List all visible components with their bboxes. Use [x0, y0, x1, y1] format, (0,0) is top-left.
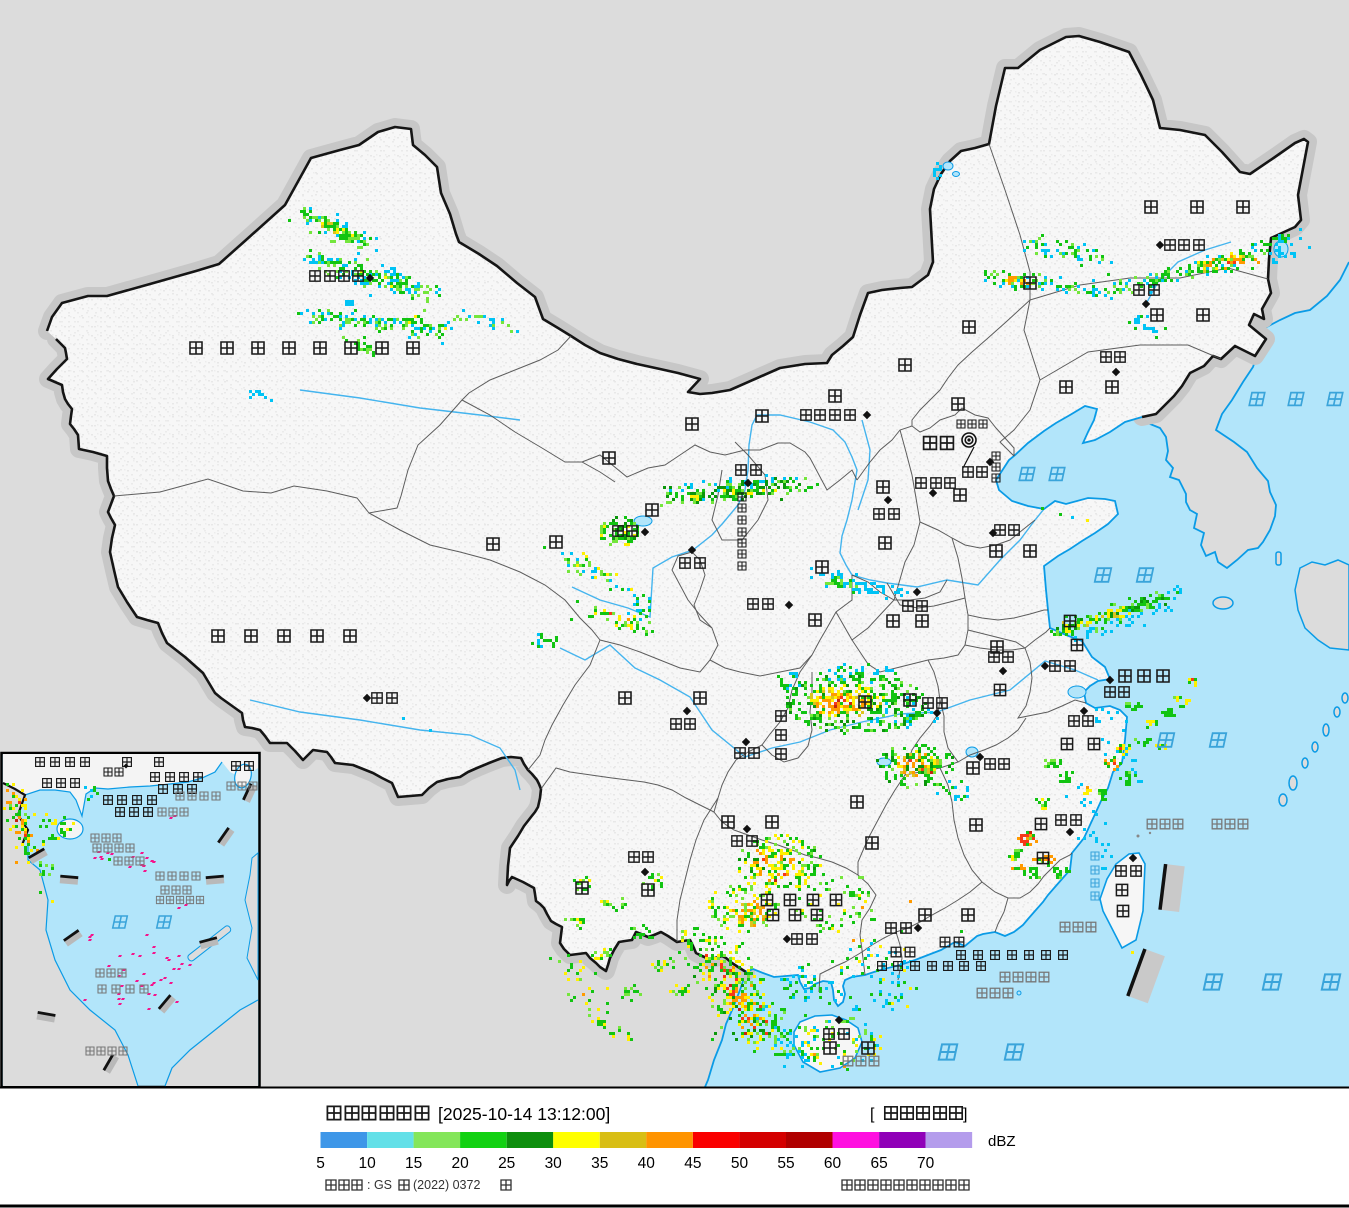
svg-text:30: 30 — [545, 1155, 563, 1172]
svg-text:20: 20 — [451, 1155, 469, 1172]
svg-text:]: ] — [963, 1106, 967, 1123]
svg-text:25: 25 — [498, 1155, 515, 1172]
svg-text:10: 10 — [358, 1155, 376, 1172]
svg-text:70: 70 — [917, 1155, 935, 1172]
svg-text:50: 50 — [731, 1155, 749, 1172]
svg-text:35: 35 — [591, 1155, 608, 1172]
svg-text:[2025-10-14 13:12:00]: [2025-10-14 13:12:00] — [438, 1104, 610, 1124]
svg-text:5: 5 — [316, 1155, 325, 1172]
svg-text:(2022) 0372: (2022) 0372 — [413, 1178, 480, 1192]
svg-text:55: 55 — [777, 1155, 794, 1172]
svg-text:65: 65 — [870, 1155, 887, 1172]
svg-text:45: 45 — [684, 1155, 701, 1172]
svg-text:60: 60 — [824, 1155, 842, 1172]
svg-text:15: 15 — [405, 1155, 422, 1172]
svg-text:dBZ: dBZ — [988, 1133, 1016, 1150]
svg-text:[: [ — [870, 1106, 875, 1123]
svg-text:: GS: : GS — [367, 1178, 392, 1192]
svg-text:40: 40 — [638, 1155, 656, 1172]
